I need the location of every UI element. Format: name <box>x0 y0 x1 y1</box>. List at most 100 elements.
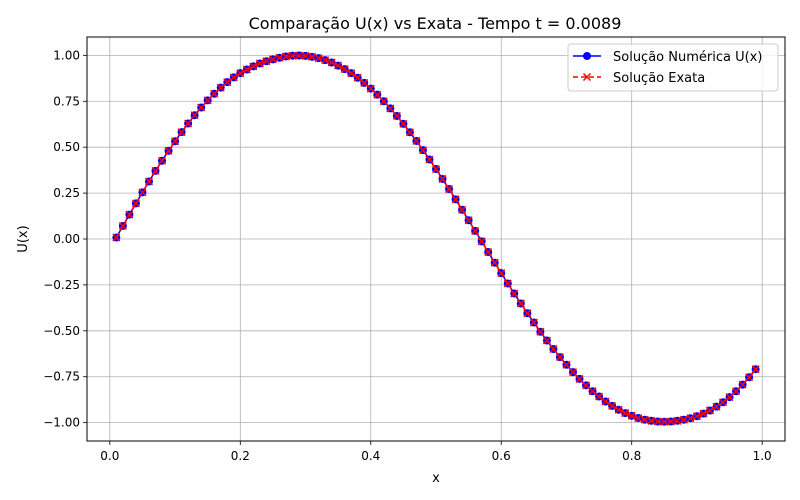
y-tick-label: 1.00 <box>53 48 80 62</box>
exact-point <box>510 289 519 298</box>
exact-point <box>171 137 180 146</box>
exact-point <box>379 97 388 106</box>
exact-point <box>595 392 604 401</box>
exact-point <box>334 61 343 70</box>
series-layer <box>112 51 760 426</box>
exact-point <box>353 73 362 82</box>
exact-point <box>118 221 127 230</box>
exact-point <box>399 119 408 128</box>
exact-point <box>151 166 160 175</box>
exact-point <box>223 78 232 87</box>
y-tick-label: −0.50 <box>43 324 80 338</box>
exact-point <box>131 199 140 208</box>
x-tick-label: 0.8 <box>622 449 641 463</box>
exact-point <box>484 248 493 257</box>
exact-point <box>516 299 525 308</box>
exact-point <box>745 373 754 382</box>
exact-point <box>327 58 336 67</box>
legend-exact-label: Solução Exata <box>613 71 705 86</box>
exact-point <box>184 119 193 128</box>
exact-point <box>732 387 741 396</box>
exact-point <box>529 318 538 327</box>
exact-point <box>138 188 147 197</box>
exact-point <box>582 381 591 390</box>
exact-point <box>705 406 715 415</box>
axis-ticks: 0.0 0.2 0.4 0.6 0.8 1.0 −1.00 −0.75 −0.50 −0.25 0.… <box>43 48 771 463</box>
exact-point <box>653 417 662 426</box>
exact-point <box>549 344 558 354</box>
exact-point <box>568 368 578 377</box>
exact-point <box>249 62 258 71</box>
exact-point <box>666 417 675 426</box>
exact-point <box>386 104 395 113</box>
exact-point <box>542 336 551 345</box>
exact-point <box>366 84 375 93</box>
exact-point <box>464 216 473 225</box>
exact-point <box>197 103 206 112</box>
y-tick-label: −0.75 <box>43 370 80 384</box>
exact-point <box>275 53 284 62</box>
chart-title: Comparação U(x) vs Exata - Tempo t = 0.0… <box>249 14 622 33</box>
legend-numeric-label: Solução Numérica U(x) <box>613 50 762 65</box>
x-tick-label: 0.2 <box>231 449 250 463</box>
y-tick-label: −0.25 <box>43 278 80 292</box>
exact-point <box>340 65 349 74</box>
legend: Solução Numérica U(x) Solução Exata <box>567 43 779 92</box>
exact-point <box>451 195 460 204</box>
exact-point <box>216 83 225 92</box>
exact-point <box>608 401 617 410</box>
exact-point <box>627 411 636 420</box>
x-tick-label: 0.6 <box>492 449 511 463</box>
exact-point <box>210 89 219 98</box>
exact-point <box>673 416 682 425</box>
exact-point <box>575 374 584 383</box>
exact-point <box>392 111 401 120</box>
legend-exact-marker <box>582 72 592 82</box>
exact-series <box>112 51 760 426</box>
exact-point <box>425 155 434 164</box>
exact-point <box>125 210 134 219</box>
exact-point <box>268 55 277 64</box>
exact-point <box>229 73 238 82</box>
exact-point <box>725 393 734 402</box>
exact-point <box>177 128 186 137</box>
exact-point <box>634 414 643 423</box>
exact-point <box>438 174 447 183</box>
exact-point <box>112 233 121 242</box>
exact-point <box>692 412 701 421</box>
exact-point <box>321 56 330 65</box>
exact-point <box>738 380 747 389</box>
exact-point <box>523 309 532 318</box>
y-tick-label: 0.25 <box>53 186 80 200</box>
exact-point <box>712 402 721 411</box>
exact-point <box>301 51 310 60</box>
exact-point <box>164 146 173 155</box>
y-axis-label: U(x) <box>16 225 31 252</box>
y-tick-label: −1.00 <box>43 416 80 430</box>
exact-point <box>203 96 212 105</box>
exact-point <box>458 205 467 214</box>
y-tick-label: 0.00 <box>53 232 80 246</box>
exact-point <box>640 415 649 424</box>
exact-point <box>431 165 441 174</box>
exact-point <box>647 416 656 425</box>
exact-point <box>347 69 356 78</box>
y-tick-label: 0.75 <box>53 94 80 108</box>
exact-point <box>373 90 382 99</box>
exact-point <box>536 327 545 336</box>
x-tick-label: 1.0 <box>753 449 772 463</box>
exact-point <box>503 279 512 288</box>
exact-point <box>308 52 317 61</box>
exact-point <box>262 57 271 66</box>
exact-point <box>562 360 571 369</box>
x-tick-label: 0.4 <box>361 449 380 463</box>
exact-point <box>242 65 251 74</box>
exact-point <box>412 136 421 145</box>
exact-point <box>360 78 369 87</box>
exact-point <box>718 398 728 407</box>
exact-point <box>490 258 499 267</box>
legend-numeric-marker <box>583 52 591 60</box>
exact-point <box>255 59 264 68</box>
